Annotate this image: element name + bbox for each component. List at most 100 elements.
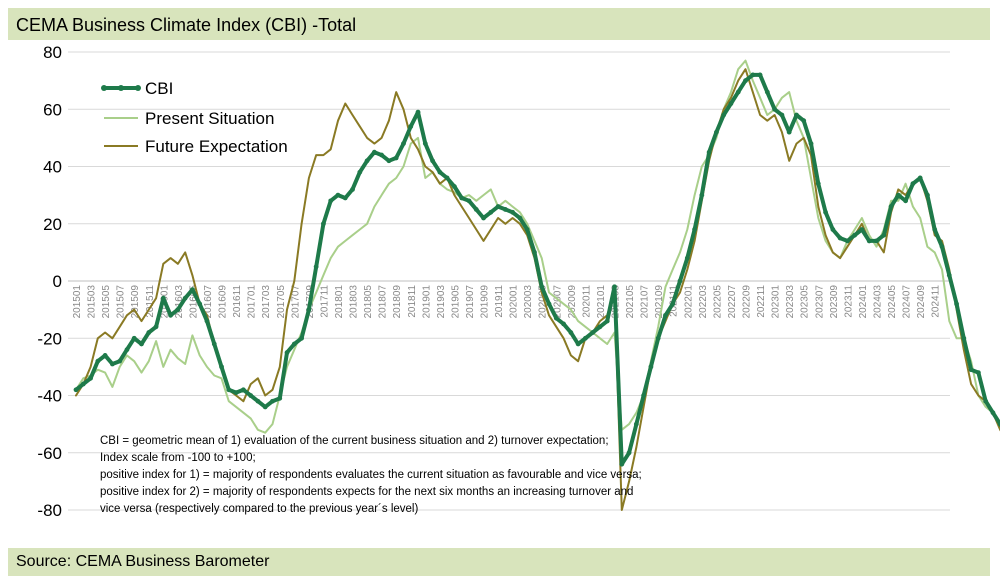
cbi-point xyxy=(670,301,676,307)
cbi-point xyxy=(371,149,377,155)
cbi-point xyxy=(990,410,996,416)
x-tick-label: 201609 xyxy=(218,285,229,319)
x-tick-label: 202107 xyxy=(640,285,651,319)
source-text: Source: CEMA Business Barometer xyxy=(16,553,270,570)
cbi-point xyxy=(182,295,188,301)
cbi-point xyxy=(131,335,137,341)
cbi-point xyxy=(408,124,414,129)
cbi-point xyxy=(386,158,392,164)
cbi-point xyxy=(866,238,872,244)
cbi-point xyxy=(211,341,217,347)
cbi-point xyxy=(997,421,1000,427)
cbi-point xyxy=(684,255,690,261)
x-tick-label: 202203 xyxy=(698,285,709,319)
cbi-point xyxy=(604,318,610,324)
x-tick-label: 201901 xyxy=(421,285,432,319)
x-tick-label: 202301 xyxy=(771,285,782,319)
cbi-point xyxy=(568,330,574,335)
x-tick-label: 201911 xyxy=(494,285,505,318)
cbi-point xyxy=(721,112,727,118)
cbi-point xyxy=(735,89,741,95)
cbi-point xyxy=(714,129,719,135)
cbi-point xyxy=(757,72,763,78)
cbi-point xyxy=(575,341,581,347)
cbi-point xyxy=(532,249,537,255)
cbi-point xyxy=(219,364,224,370)
x-tick-label: 201503 xyxy=(87,285,98,319)
cbi-point xyxy=(764,89,770,95)
legend-label: CBI xyxy=(145,79,173,98)
cbi-point xyxy=(524,227,530,232)
cbi-point xyxy=(539,284,545,290)
cbi-point xyxy=(743,78,748,84)
cbi-point xyxy=(379,152,385,158)
legend-marker xyxy=(118,85,124,91)
cbi-point xyxy=(583,335,588,341)
cbi-point xyxy=(728,101,734,106)
cbi-point xyxy=(422,141,428,147)
x-tick-label: 201903 xyxy=(436,285,447,319)
legend-label: Future Expectation xyxy=(145,137,288,156)
x-tick-label: 202311 xyxy=(843,285,854,318)
x-tick-label: 202207 xyxy=(727,285,738,319)
x-tick-label: 201605 xyxy=(188,285,199,319)
cbi-point xyxy=(699,192,705,198)
x-tick-label: 202201 xyxy=(683,285,694,319)
cbi-point xyxy=(73,387,79,393)
cbi-point xyxy=(342,195,348,201)
cbi-point xyxy=(466,198,472,204)
x-tick-labels: 201501 201503 201505 201507 201509 201511 2016… xyxy=(72,285,942,319)
y-tick-label: 0 xyxy=(53,272,62,291)
x-tick-label: 202411 xyxy=(931,285,942,318)
x-tick-label: 201805 xyxy=(363,285,374,319)
cbi-point xyxy=(903,198,909,204)
x-tick-label: 201703 xyxy=(261,285,272,319)
x-tick-label: 201707 xyxy=(290,285,301,319)
cbi-point xyxy=(233,390,239,396)
cbi-point xyxy=(546,301,552,307)
x-tick-label: 201803 xyxy=(349,285,360,319)
x-tick-label: 202405 xyxy=(887,285,898,319)
x-tick-label: 202409 xyxy=(916,285,927,319)
annotation-line: Index scale from -100 to +100; xyxy=(100,452,256,464)
cbi-point xyxy=(648,364,654,370)
cbi-point xyxy=(299,335,304,341)
x-tick-label: 202105 xyxy=(625,285,636,319)
x-tick-label: 201909 xyxy=(480,285,491,319)
x-tick-label: 202011 xyxy=(581,285,592,318)
cbi-point xyxy=(502,207,508,212)
y-tick-labels: -80 -60 -40 -20 0 20 40 60 80 xyxy=(37,43,62,520)
cbi-point xyxy=(968,367,974,373)
cbi-point xyxy=(117,358,123,364)
legend: CBI Present Situation Future Expectation xyxy=(101,79,288,156)
x-tick-label: 202005 xyxy=(538,285,549,319)
x-tick-label: 202407 xyxy=(902,285,913,319)
cbi-point xyxy=(925,192,930,198)
legend-marker xyxy=(101,85,107,91)
cbi-point xyxy=(270,398,275,404)
x-tick-label: 201507 xyxy=(116,285,127,319)
cbi-point xyxy=(815,181,821,187)
cbi-point xyxy=(240,387,246,393)
cbi-point xyxy=(168,312,174,318)
cbi-point xyxy=(495,204,501,209)
x-tick-label: 202007 xyxy=(552,285,563,319)
cbi-point xyxy=(895,192,901,198)
cbi-point xyxy=(772,106,778,112)
x-tick-label: 202101 xyxy=(596,285,607,319)
cbi-point xyxy=(961,335,967,341)
cbi-point xyxy=(677,278,683,284)
annotation-line: CBI = geometric mean of 1) evaluation of… xyxy=(100,435,609,447)
legend-marker xyxy=(135,85,141,91)
x-tick-label: 201701 xyxy=(247,285,258,319)
cbi-point xyxy=(160,295,166,301)
cbi-point xyxy=(88,375,93,381)
cbi-point xyxy=(321,221,326,227)
cbi-point xyxy=(277,395,283,401)
cbi-point xyxy=(786,129,792,135)
cbi-point xyxy=(175,307,181,313)
cbi-point xyxy=(124,347,130,353)
x-tick-label: 201705 xyxy=(276,285,287,319)
cbi-point xyxy=(146,330,152,335)
